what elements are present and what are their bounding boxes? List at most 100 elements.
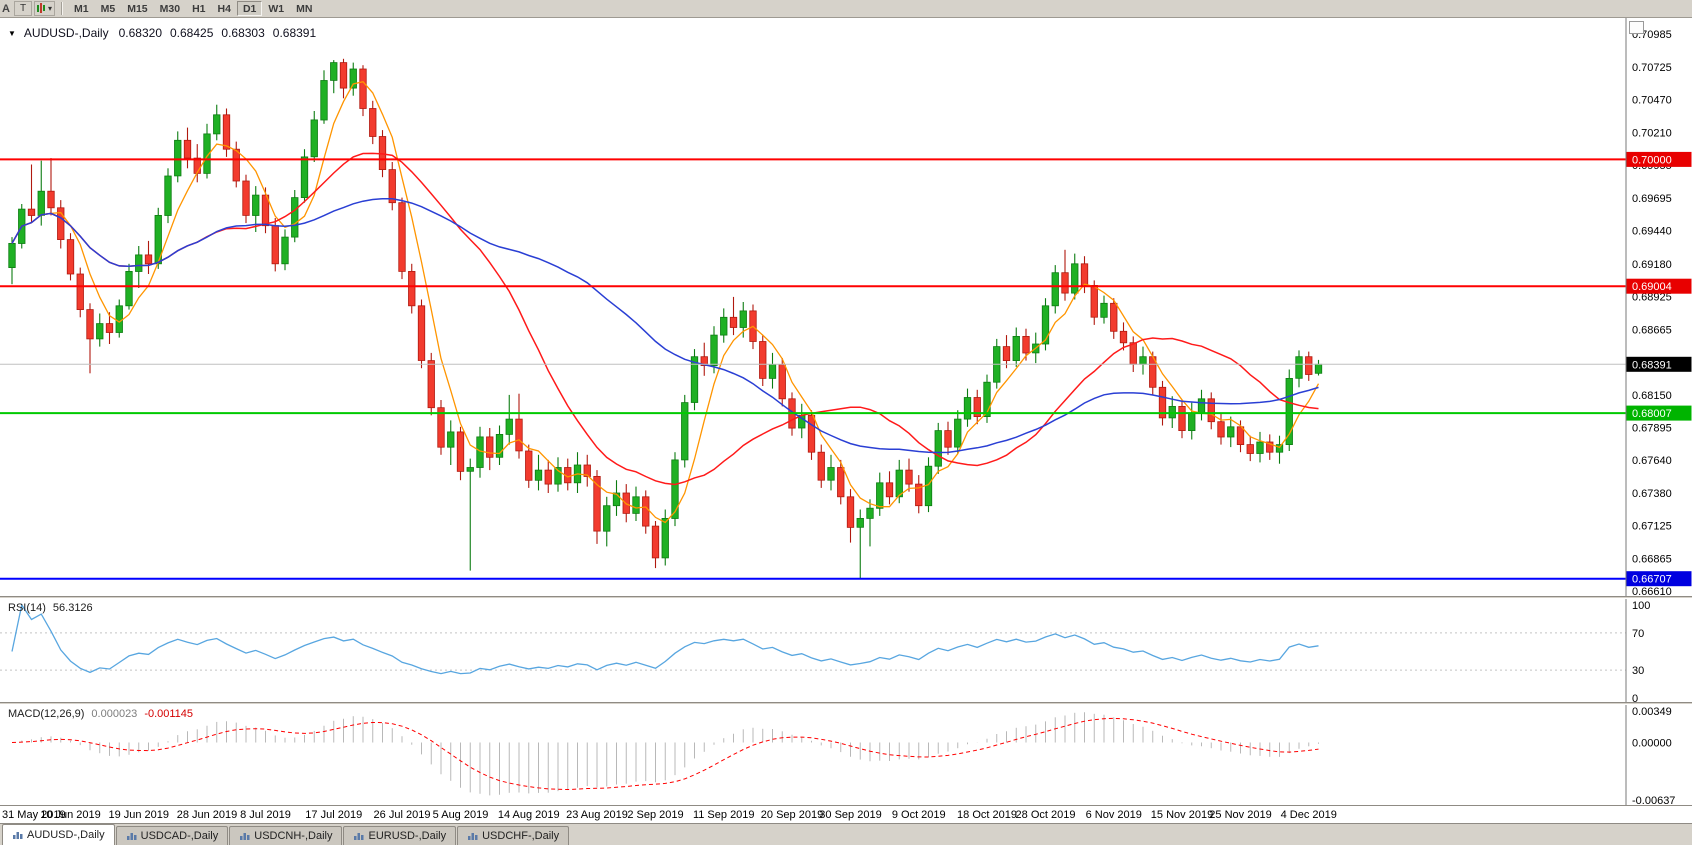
low-value: 0.68303 (221, 26, 265, 40)
price-axis-label: 0.69180 (1632, 259, 1672, 271)
chart-title: ▼ AUDUSD-,Daily 0.68320 0.68425 0.68303 … (8, 26, 316, 40)
date-label: 20 Sep 2019 (760, 809, 824, 821)
candles (8, 58, 1323, 580)
price-axis-label: 0.67895 (1632, 422, 1672, 434)
timeframe-m1[interactable]: M1 (68, 1, 95, 16)
rsi-line (11, 603, 1319, 675)
macd-label: MACD(12,26,9) 0.000023 -0.001145 (8, 708, 193, 720)
macd-histogram (21, 712, 1319, 796)
date-label: 15 Nov 2019 (1150, 809, 1214, 821)
price-axis-label: 0.69695 (1632, 193, 1672, 205)
date-label: 28 Oct 2019 (1015, 809, 1076, 821)
text-annotation-button[interactable]: T (14, 1, 32, 16)
date-label: 8 Jul 2019 (240, 809, 291, 821)
macd-signal-line (11, 717, 1319, 791)
timeframe-buttons: M1 M5 M15 M30 H1 H4 D1 W1 MN (68, 1, 318, 16)
timeframe-h4[interactable]: H4 (212, 1, 237, 16)
price-axis-label: 0.69440 (1632, 226, 1672, 238)
toolbar-separator (61, 2, 63, 15)
timeframe-mn[interactable]: MN (290, 1, 318, 16)
rsi-axis-label: 30 (1632, 665, 1644, 677)
mini-chart-icon (13, 831, 23, 839)
date-label: 18 Oct 2019 (957, 809, 1017, 821)
price-tag-label: 0.68007 (1632, 408, 1672, 420)
axis-corner-button[interactable] (1629, 21, 1644, 34)
mini-chart-icon (468, 832, 478, 840)
moving-average-slow-ma (11, 197, 1319, 454)
date-label: 10 Jun 2019 (40, 809, 101, 821)
macd-panel[interactable]: 0.00349 0.00000 -0.00637 (0, 705, 1692, 805)
price-tag[interactable] (1626, 571, 1692, 587)
date-label: 23 Aug 2019 (566, 809, 628, 821)
macd-axis-label: -0.00637 (1632, 795, 1675, 805)
rsi-axis-label: 70 (1632, 628, 1644, 640)
date-label: 17 Jul 2019 (305, 809, 363, 821)
mini-chart-icon (354, 832, 364, 840)
moving-average-mid-ma (11, 152, 1319, 486)
timeframe-h1[interactable]: H1 (186, 1, 211, 16)
timeframe-m15[interactable]: M15 (121, 1, 153, 16)
macd-main-value: 0.000023 (91, 708, 138, 720)
chart-tab-usdcad[interactable]: USDCAD-,Daily (115, 826, 229, 845)
timeframe-w1[interactable]: W1 (262, 1, 290, 16)
high-value: 0.68425 (170, 26, 214, 40)
date-axis[interactable]: 31 May 2019 10 Jun 2019 19 Jun 2019 28 Jun … (0, 805, 1692, 823)
date-label: 31 May 2019 (2, 809, 66, 821)
date-label: 14 Aug 2019 (497, 809, 560, 821)
price-tag[interactable] (1626, 356, 1692, 372)
date-label: 2 Sep 2019 (627, 809, 684, 821)
chart-tab-eurusd[interactable]: EURUSD-,Daily (343, 826, 457, 845)
rsi-axis-label: 0 (1632, 693, 1638, 702)
date-label: 30 Sep 2019 (819, 809, 882, 821)
toolbar: A T ▾ M1 M5 M15 M30 H1 H4 D1 W1 MN (0, 0, 1692, 18)
price-axis-label: 0.67380 (1632, 488, 1672, 500)
tab-label: EURUSD-,Daily (368, 830, 447, 842)
rsi-panel[interactable]: 100 70 30 0 (0, 599, 1692, 702)
timeframe-m5[interactable]: M5 (95, 1, 122, 16)
timeframe-d1[interactable]: D1 (236, 1, 263, 16)
date-label: 9 Oct 2019 (891, 809, 946, 821)
price-chart[interactable]: 0.709850.707250.704700.702100.699550.696… (0, 18, 1692, 596)
price-tag-label: 0.69004 (1632, 281, 1672, 293)
rsi-axis-label: 100 (1632, 600, 1650, 612)
tab-label: AUDUSD-,Daily (27, 829, 105, 841)
chart-tab-usdchf[interactable]: USDCHF-,Daily (457, 826, 570, 845)
mini-chart-icon (126, 832, 137, 840)
price-tag[interactable] (1626, 405, 1692, 421)
chart-style-button[interactable]: ▾ (34, 1, 56, 16)
date-label: 4 Dec 2019 (1280, 809, 1337, 821)
date-label: 19 Jun 2019 (108, 809, 170, 821)
date-label: 11 Sep 2019 (692, 809, 755, 821)
date-label: 25 Nov 2019 (1209, 809, 1272, 821)
symbol-marker-icon[interactable]: ▼ (8, 28, 16, 38)
price-axis-label: 0.67125 (1632, 520, 1672, 532)
panel-separator[interactable] (0, 596, 1692, 599)
price-tag[interactable] (1626, 151, 1692, 167)
date-label: 26 Jul 2019 (373, 809, 431, 821)
chevron-down-icon: ▾ (48, 4, 53, 13)
rsi-value: 56.3126 (52, 602, 93, 614)
price-tag[interactable] (1626, 278, 1692, 294)
price-axis-label: 0.68665 (1632, 324, 1672, 336)
open-value: 0.68320 (118, 26, 162, 40)
price-tag-label: 0.70000 (1632, 154, 1672, 166)
price-axis-label: 0.67640 (1632, 455, 1672, 467)
toolbar-clipped-label: A (2, 2, 10, 15)
timeframe-m30[interactable]: M30 (154, 1, 186, 16)
close-value: 0.68391 (272, 26, 317, 40)
date-label: 5 Aug 2019 (432, 809, 489, 821)
moving-average-fast-lwma (11, 80, 1320, 524)
rsi-name: RSI(14) (8, 602, 46, 614)
macd-name: MACD(12,26,9) (8, 708, 85, 720)
panel-separator[interactable] (0, 702, 1692, 705)
price-axis-label: 0.70470 (1632, 95, 1672, 107)
price-axis-label: 0.70210 (1632, 128, 1672, 140)
chart-tab-usdcnh[interactable]: USDCNH-,Daily (229, 826, 343, 845)
chart-tab-audusd[interactable]: AUDUSD-,Daily (2, 824, 115, 845)
rsi-label: RSI(14) 56.3126 (8, 602, 93, 614)
macd-axis-label: 0.00349 (1632, 706, 1672, 718)
macd-axis-label: 0.00000 (1632, 738, 1672, 750)
price-axis-label: 0.70725 (1632, 62, 1672, 74)
mini-chart-icon (240, 832, 250, 840)
